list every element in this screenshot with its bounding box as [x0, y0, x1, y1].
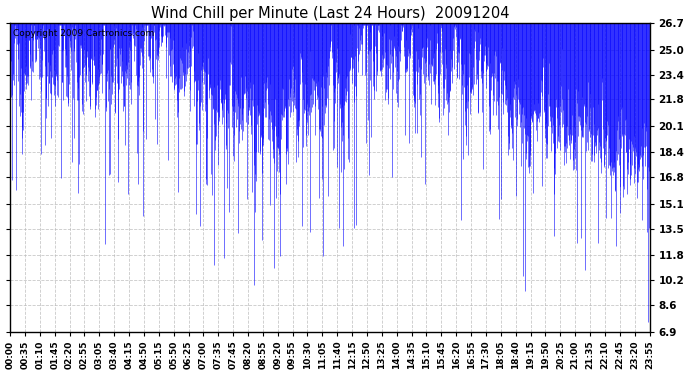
Title: Wind Chill per Minute (Last 24 Hours)  20091204: Wind Chill per Minute (Last 24 Hours) 20…: [150, 6, 509, 21]
Text: Copyright 2009 Cartronics.com: Copyright 2009 Cartronics.com: [13, 29, 155, 38]
